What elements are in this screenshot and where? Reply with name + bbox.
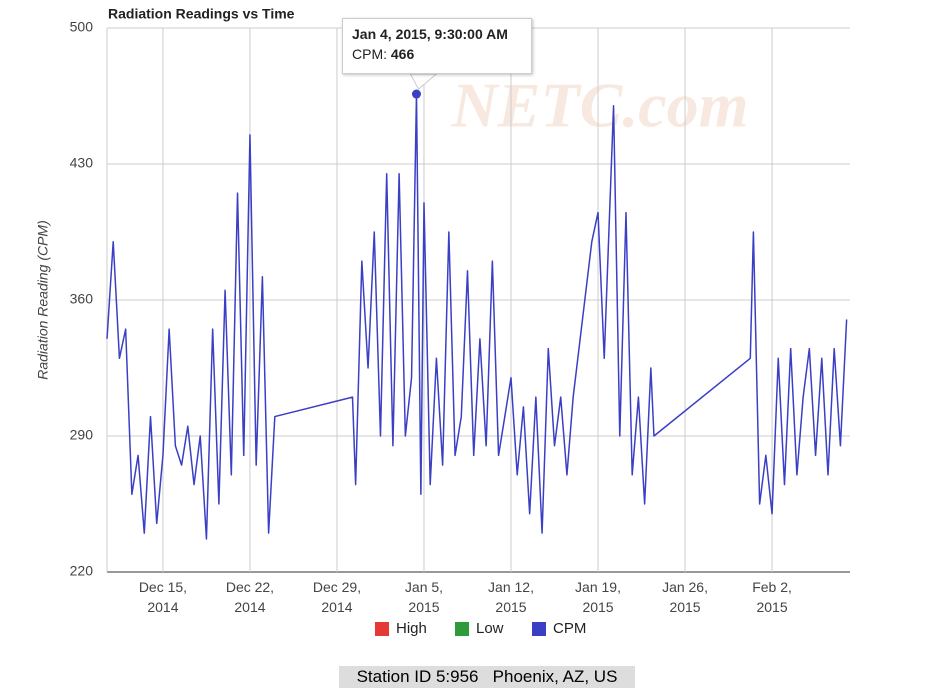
chart-title: Radiation Readings vs Time — [108, 6, 295, 22]
legend-label: Low — [476, 620, 504, 637]
legend-label: High — [396, 620, 427, 637]
legend-swatch — [455, 622, 469, 636]
x-tick-label: Dec 29, 2014 — [312, 579, 362, 615]
x-tick-label: Jan 5, 2015 — [404, 579, 444, 615]
footer: Station ID 5:956 Phoenix, AZ, US — [339, 666, 635, 688]
x-tick-label: Jan 26, 2015 — [662, 579, 708, 615]
tooltip-value: 466 — [390, 46, 415, 62]
data-line — [106, 93, 848, 540]
y-axis-label: Radiation Reading (CPM) — [35, 220, 51, 380]
tooltip-pointer — [409, 73, 438, 90]
watermark: NETC.com — [451, 70, 749, 141]
x-tick-label: Jan 19, 2015 — [575, 579, 621, 615]
legend-swatch — [375, 622, 389, 636]
y-tick-label: 360 — [70, 291, 94, 307]
tooltip-title: Jan 4, 2015, 9:30:00 AM — [352, 26, 508, 42]
legend-swatch — [532, 622, 546, 636]
legend-label: CPM — [553, 620, 586, 637]
x-tick-label: Jan 12, 2015 — [488, 579, 534, 615]
highlight-point — [411, 89, 421, 99]
x-tick-label: Feb 2, 2015 — [752, 579, 792, 615]
tooltip-row: CPM: 466 — [352, 46, 522, 62]
y-tick-label: 220 — [70, 563, 94, 579]
y-tick-label: 430 — [70, 155, 94, 171]
x-tick-label: Dec 15, 2014 — [138, 579, 188, 615]
y-tick-label: 500 — [70, 19, 94, 35]
x-tick-label: Dec 22, 2014 — [225, 579, 275, 615]
tooltip-label: CPM: — [352, 46, 387, 62]
tooltip: Jan 4, 2015, 9:30:00 AM CPM: 466 — [342, 18, 532, 74]
y-tick-label: 290 — [70, 427, 94, 443]
